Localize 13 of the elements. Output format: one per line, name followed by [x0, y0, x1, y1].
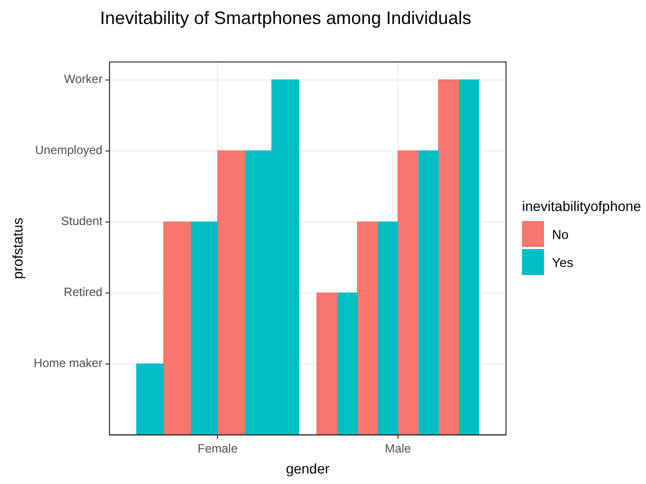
- text: Student: [61, 214, 104, 228]
- text: profstatus: [9, 218, 26, 280]
- x-tick-label: Female: [198, 441, 238, 456]
- text: Retired: [64, 285, 102, 300]
- legend-label: No: [552, 226, 569, 242]
- legend-label: Yes: [552, 254, 574, 270]
- x-tick-label: Male: [384, 441, 412, 456]
- chart-title: Inevitability of Smartphones among Individuals: [100, 8, 472, 29]
- legend-title: inevitabilityofphone: [522, 198, 642, 214]
- text: Worker: [64, 72, 102, 86]
- text: Home maker: [34, 356, 102, 370]
- x-axis-title: gender: [286, 460, 330, 476]
- text: Unemployed: [35, 143, 102, 158]
